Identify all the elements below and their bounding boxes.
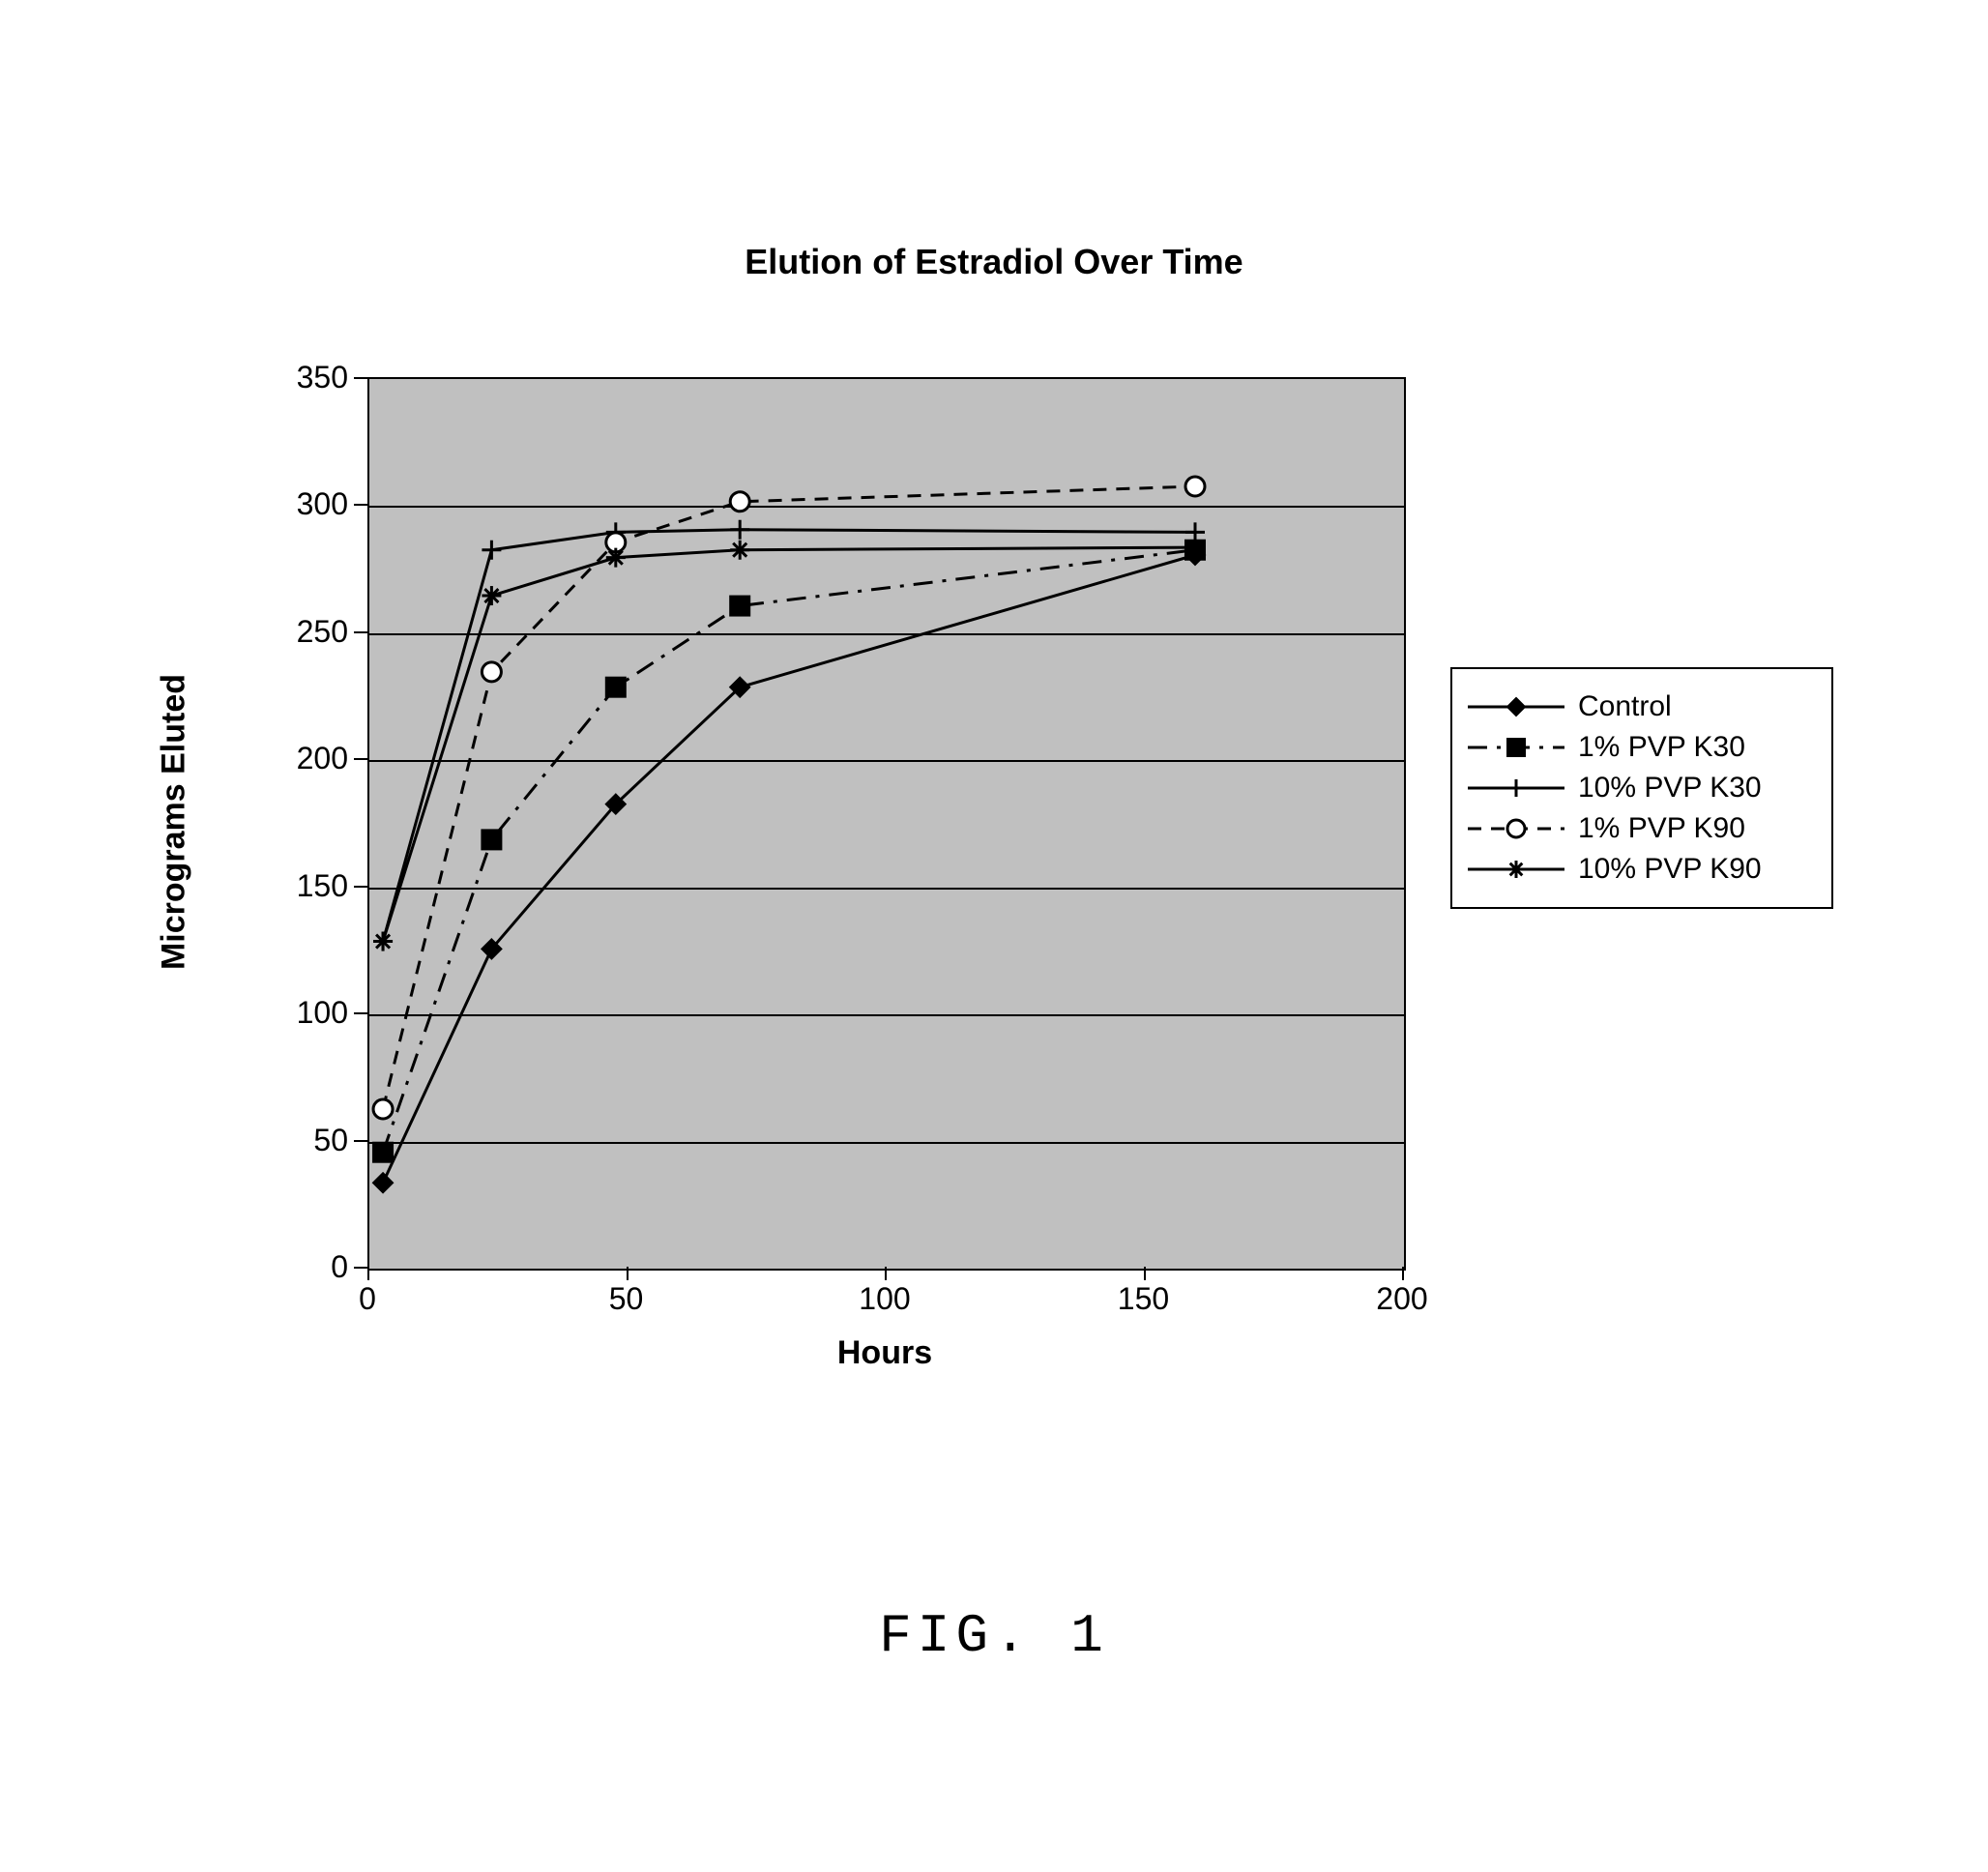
y-tick-mark xyxy=(354,1140,367,1142)
x-tick-label: 200 xyxy=(1344,1281,1460,1317)
series-line xyxy=(383,550,1195,1153)
y-tick-label: 350 xyxy=(232,360,348,395)
y-tick-label: 200 xyxy=(232,741,348,776)
x-tick-mark xyxy=(1144,1267,1146,1280)
chart-area: Micrograms Eluted Hours 050100150200 050… xyxy=(193,358,1837,1421)
legend-label: 10% PVP K90 xyxy=(1578,853,1762,886)
y-tick-label: 300 xyxy=(232,486,348,522)
y-tick-mark xyxy=(354,377,367,379)
x-tick-mark xyxy=(885,1267,887,1280)
legend-label: 10% PVP K30 xyxy=(1578,772,1762,804)
legend: Control 1% PVP K30 10% PVP K30 1% PVP K90 10… xyxy=(1450,667,1833,909)
series-line xyxy=(383,555,1195,1183)
legend-swatch xyxy=(1468,774,1564,803)
legend-item: Control xyxy=(1468,690,1816,723)
legend-swatch xyxy=(1468,692,1564,721)
x-tick-label: 150 xyxy=(1086,1281,1202,1317)
y-tick-label: 50 xyxy=(232,1123,348,1158)
y-tick-mark xyxy=(354,631,367,633)
x-tick-label: 0 xyxy=(309,1281,425,1317)
legend-item: 1% PVP K90 xyxy=(1468,812,1816,845)
legend-label: 1% PVP K90 xyxy=(1578,812,1745,845)
legend-item: 10% PVP K30 xyxy=(1468,772,1816,804)
y-tick-mark xyxy=(354,886,367,888)
y-tick-mark xyxy=(354,1012,367,1014)
y-tick-mark xyxy=(354,504,367,506)
x-tick-label: 100 xyxy=(827,1281,943,1317)
x-tick-mark xyxy=(627,1267,629,1280)
y-tick-label: 0 xyxy=(232,1249,348,1285)
y-tick-label: 250 xyxy=(232,614,348,650)
x-tick-mark xyxy=(1402,1267,1404,1280)
legend-item: 1% PVP K30 xyxy=(1468,731,1816,764)
x-axis-label: Hours xyxy=(367,1334,1402,1372)
legend-item: 10% PVP K90 xyxy=(1468,853,1816,886)
legend-swatch xyxy=(1468,733,1564,762)
x-tick-label: 50 xyxy=(569,1281,685,1317)
plot-lines xyxy=(367,377,1402,1267)
legend-label: Control xyxy=(1578,690,1672,723)
y-tick-label: 100 xyxy=(232,995,348,1031)
page: Elution of Estradiol Over Time Microgram… xyxy=(0,0,1988,1872)
x-tick-mark xyxy=(367,1267,369,1280)
series-line xyxy=(383,486,1195,1109)
legend-swatch xyxy=(1468,855,1564,884)
y-tick-mark xyxy=(354,1267,367,1269)
figure-label: FIG. 1 xyxy=(0,1605,1988,1667)
y-tick-label: 150 xyxy=(232,868,348,904)
legend-label: 1% PVP K30 xyxy=(1578,731,1745,764)
series-line xyxy=(383,547,1195,941)
y-tick-mark xyxy=(354,758,367,760)
legend-swatch xyxy=(1468,814,1564,843)
chart-title: Elution of Estradiol Over Time xyxy=(0,242,1988,282)
y-axis-label: Micrograms Eluted xyxy=(156,674,193,970)
